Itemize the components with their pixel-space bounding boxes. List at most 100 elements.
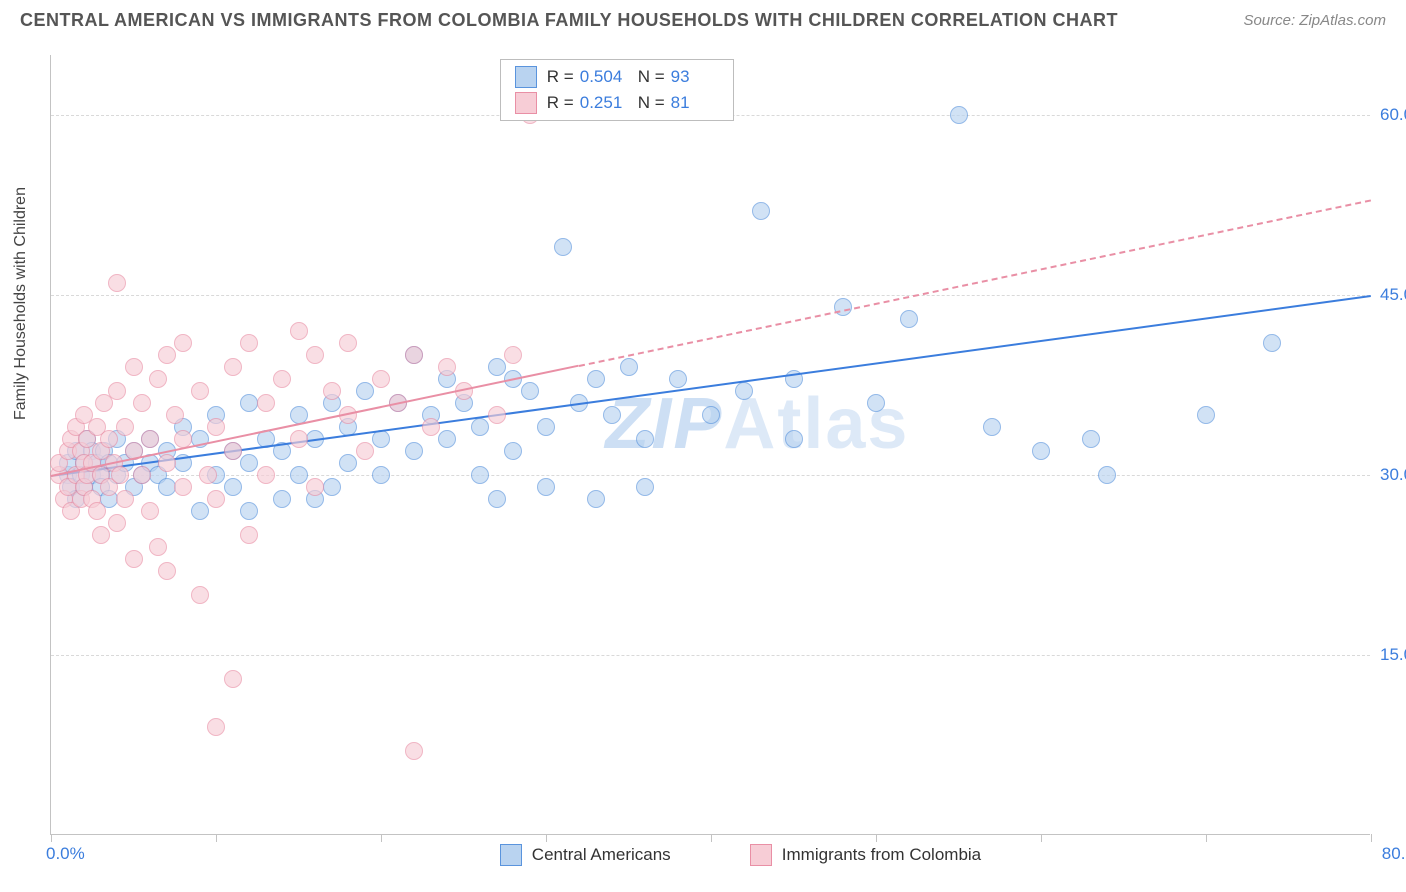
y-tick-label: 15.0% bbox=[1380, 645, 1406, 665]
scatter-point bbox=[240, 526, 258, 544]
scatter-point bbox=[174, 334, 192, 352]
scatter-point bbox=[149, 538, 167, 556]
x-axis-start-label: 0.0% bbox=[46, 844, 85, 864]
scatter-point bbox=[587, 490, 605, 508]
scatter-point bbox=[191, 502, 209, 520]
scatter-point bbox=[240, 454, 258, 472]
scatter-point bbox=[636, 478, 654, 496]
scatter-point bbox=[207, 718, 225, 736]
scatter-point bbox=[240, 502, 258, 520]
scatter-point bbox=[257, 394, 275, 412]
scatter-point bbox=[158, 454, 176, 472]
series-legend-item: Immigrants from Colombia bbox=[750, 844, 981, 866]
scatter-point bbox=[405, 442, 423, 460]
scatter-point bbox=[224, 478, 242, 496]
scatter-point bbox=[240, 334, 258, 352]
scatter-point bbox=[273, 490, 291, 508]
scatter-point bbox=[636, 430, 654, 448]
y-tick-label: 45.0% bbox=[1380, 285, 1406, 305]
scatter-point bbox=[488, 358, 506, 376]
scatter-point bbox=[471, 466, 489, 484]
scatter-point bbox=[199, 466, 217, 484]
legend-swatch bbox=[750, 844, 772, 866]
scatter-point bbox=[950, 106, 968, 124]
legend-r: R = 0.504 bbox=[547, 67, 628, 87]
scatter-point bbox=[735, 382, 753, 400]
scatter-point bbox=[339, 454, 357, 472]
scatter-point bbox=[323, 478, 341, 496]
scatter-point bbox=[620, 358, 638, 376]
scatter-point bbox=[587, 370, 605, 388]
scatter-point bbox=[108, 382, 126, 400]
gridline bbox=[51, 475, 1370, 476]
scatter-point bbox=[702, 406, 720, 424]
scatter-point bbox=[133, 466, 151, 484]
scatter-point bbox=[207, 418, 225, 436]
gridline bbox=[51, 295, 1370, 296]
scatter-point bbox=[603, 406, 621, 424]
scatter-point bbox=[752, 202, 770, 220]
scatter-point bbox=[504, 442, 522, 460]
scatter-point bbox=[224, 358, 242, 376]
scatter-point bbox=[290, 322, 308, 340]
plot-wrap: ZIPAtlas 15.0%30.0%45.0%60.0%0.0%80.0%R … bbox=[50, 55, 1370, 835]
scatter-point bbox=[141, 430, 159, 448]
chart-header: CENTRAL AMERICAN VS IMMIGRANTS FROM COLO… bbox=[0, 0, 1406, 36]
scatter-point bbox=[405, 346, 423, 364]
scatter-point bbox=[1082, 430, 1100, 448]
x-tick-mark bbox=[216, 834, 217, 842]
scatter-point bbox=[257, 466, 275, 484]
x-tick-mark bbox=[1206, 834, 1207, 842]
x-tick-mark bbox=[381, 834, 382, 842]
y-axis-label: Family Households with Children bbox=[12, 187, 30, 420]
plot-area: ZIPAtlas 15.0%30.0%45.0%60.0%0.0%80.0%R … bbox=[50, 55, 1370, 835]
scatter-point bbox=[306, 346, 324, 364]
scatter-point bbox=[116, 490, 134, 508]
scatter-point bbox=[108, 514, 126, 532]
scatter-point bbox=[323, 382, 341, 400]
scatter-point bbox=[521, 382, 539, 400]
scatter-point bbox=[166, 406, 184, 424]
scatter-point bbox=[191, 382, 209, 400]
legend-n: N = 81 bbox=[638, 93, 719, 113]
legend-swatch bbox=[500, 844, 522, 866]
correlation-legend: R = 0.504N = 93 R = 0.251 N = 81 bbox=[500, 59, 734, 121]
scatter-point bbox=[149, 370, 167, 388]
scatter-point bbox=[92, 526, 110, 544]
x-tick-mark bbox=[51, 834, 52, 842]
scatter-point bbox=[834, 298, 852, 316]
scatter-point bbox=[158, 346, 176, 364]
scatter-point bbox=[1197, 406, 1215, 424]
chart-title: CENTRAL AMERICAN VS IMMIGRANTS FROM COLO… bbox=[20, 10, 1118, 31]
scatter-point bbox=[240, 394, 258, 412]
legend-r: R = 0.251 bbox=[547, 93, 628, 113]
scatter-point bbox=[108, 274, 126, 292]
scatter-point bbox=[158, 562, 176, 580]
scatter-point bbox=[306, 478, 324, 496]
x-axis-end-label: 80.0% bbox=[1382, 844, 1406, 864]
legend-row: R = 0.504N = 93 bbox=[515, 66, 719, 88]
scatter-point bbox=[1263, 334, 1281, 352]
chart-source: Source: ZipAtlas.com bbox=[1243, 12, 1386, 29]
scatter-point bbox=[405, 742, 423, 760]
x-tick-mark bbox=[1371, 834, 1372, 842]
scatter-point bbox=[125, 550, 143, 568]
scatter-point bbox=[438, 430, 456, 448]
scatter-point bbox=[488, 490, 506, 508]
scatter-point bbox=[273, 370, 291, 388]
scatter-point bbox=[141, 502, 159, 520]
scatter-point bbox=[900, 310, 918, 328]
scatter-point bbox=[224, 442, 242, 460]
x-tick-mark bbox=[876, 834, 877, 842]
x-tick-mark bbox=[1041, 834, 1042, 842]
scatter-point bbox=[372, 370, 390, 388]
scatter-point bbox=[158, 478, 176, 496]
gridline bbox=[51, 655, 1370, 656]
scatter-point bbox=[867, 394, 885, 412]
scatter-point bbox=[422, 418, 440, 436]
scatter-point bbox=[125, 358, 143, 376]
scatter-point bbox=[1098, 466, 1116, 484]
scatter-point bbox=[339, 334, 357, 352]
scatter-point bbox=[133, 394, 151, 412]
legend-row: R = 0.251 N = 81 bbox=[515, 92, 719, 114]
